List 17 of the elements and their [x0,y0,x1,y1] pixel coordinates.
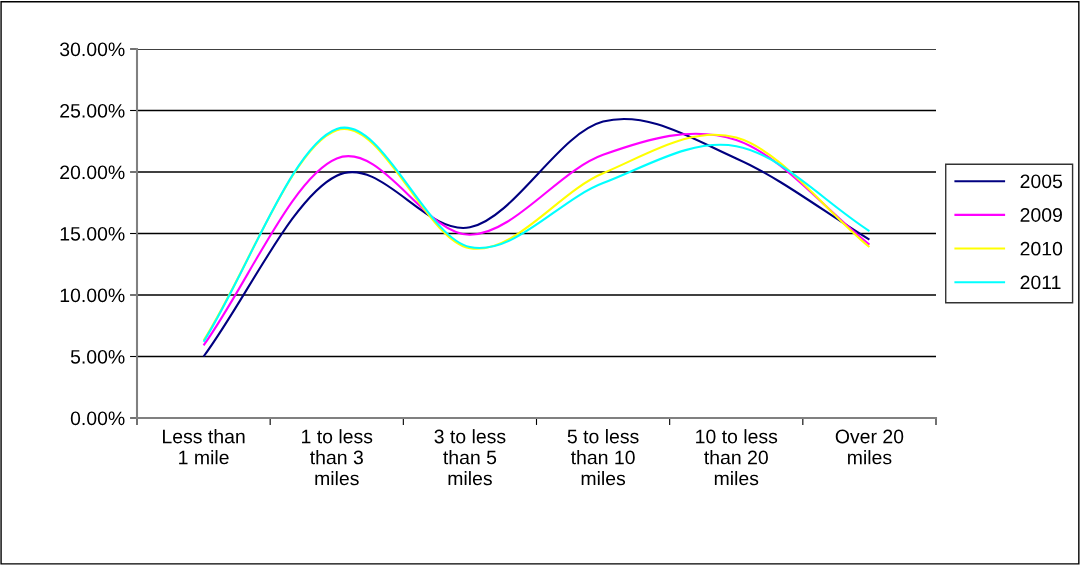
legend-label: 2005 [1020,174,1063,189]
y-tick-label: 25.00% [60,103,125,118]
y-tick-label: 15.00% [60,226,125,241]
legend-label: 2011 [1020,275,1061,290]
y-tick-label: 10.00% [60,288,125,303]
x-tick-label: Over 20 miles [835,429,904,465]
y-tick-label: 30.00% [59,42,125,57]
y-tick-label: 20.00% [60,165,125,180]
y-tick-label: 5.00% [70,349,125,364]
x-tick-label: Less than 1 mile [163,429,245,465]
x-tick-label: 3 to less than 5 miles [434,429,506,486]
x-tick-label: 1 to less than 3 miles [302,429,373,486]
y-tick-label: 0.00% [70,411,125,426]
x-tick-label: 10 to less than 20 miles [696,429,778,486]
x-tick-label: 5 to less than 10 miles [567,429,639,486]
legend-label: 2010 [1020,241,1063,256]
legend-label: 2009 [1020,208,1062,222]
